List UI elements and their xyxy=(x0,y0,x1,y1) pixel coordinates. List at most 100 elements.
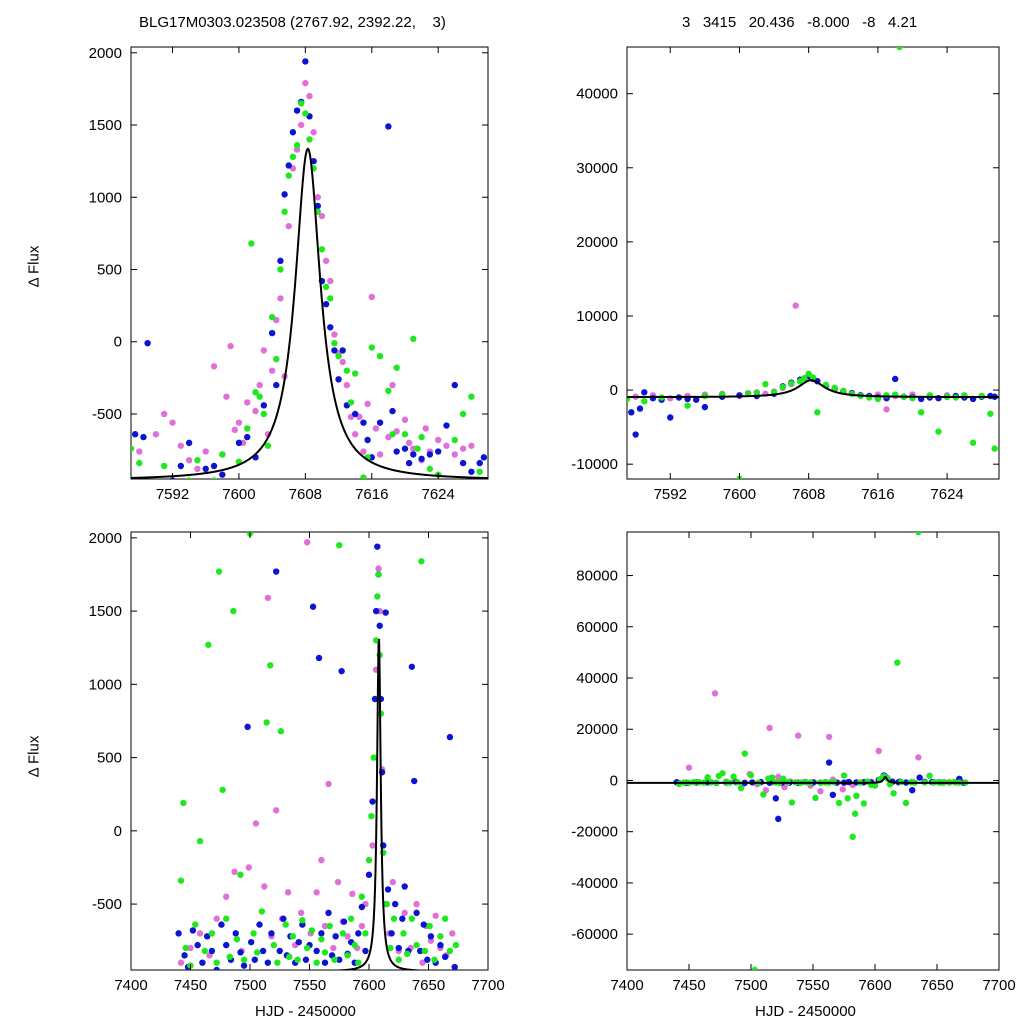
data-point-green xyxy=(219,451,226,458)
data-point-pink xyxy=(187,944,194,952)
data-point-pink xyxy=(268,367,276,374)
data-point-green xyxy=(351,370,359,377)
y-tick-label: 2000 xyxy=(89,45,122,62)
data-point-green xyxy=(277,728,285,735)
data-point-green xyxy=(410,335,417,343)
data-point-blue xyxy=(223,941,230,949)
data-point-green xyxy=(760,791,767,798)
data-point-blue xyxy=(351,410,359,418)
data-point-blue xyxy=(256,921,263,928)
data-point-pink xyxy=(235,419,243,426)
data-point-green xyxy=(344,952,351,959)
plot-frame xyxy=(130,531,489,971)
data-point-blue xyxy=(389,407,396,415)
x-tick-label: 7592 xyxy=(156,486,189,503)
data-point-blue xyxy=(309,603,317,610)
data-point-green xyxy=(370,754,377,761)
data-point-blue xyxy=(371,695,379,703)
data-point-green xyxy=(270,941,277,949)
data-point-blue xyxy=(632,431,639,438)
y-tick-label: 0 xyxy=(610,382,618,399)
data-point-pink xyxy=(252,820,260,827)
data-point-green xyxy=(306,136,313,143)
data-point-pink xyxy=(685,764,693,771)
data-point-blue xyxy=(177,462,185,470)
model-curve xyxy=(627,776,999,784)
data-point-green xyxy=(753,389,760,397)
y-tick-label: 500 xyxy=(97,262,122,279)
data-point-pink xyxy=(213,915,220,922)
data-point-blue xyxy=(408,663,416,670)
data-point-green xyxy=(389,431,396,438)
data-point-pink xyxy=(185,457,193,464)
data-point-green xyxy=(219,786,226,794)
data-point-blue xyxy=(144,339,151,347)
data-point-blue xyxy=(175,930,182,937)
data-point-green xyxy=(365,856,373,864)
data-point-pink xyxy=(344,933,351,940)
data-point-blue xyxy=(131,431,139,438)
data-point-green xyxy=(684,402,691,409)
y-tick-label: 20000 xyxy=(576,721,618,738)
data-point-blue xyxy=(382,609,389,616)
y-tick-label: 500 xyxy=(97,750,122,767)
data-point-pink xyxy=(360,448,367,455)
data-point-blue xyxy=(385,123,392,130)
data-point-green xyxy=(390,915,398,922)
data-point-green xyxy=(441,915,449,922)
data-point-pink xyxy=(223,893,230,900)
data-point-blue xyxy=(418,455,425,462)
data-point-green xyxy=(233,936,241,943)
data-point-green xyxy=(801,375,808,382)
data-point-blue xyxy=(338,667,345,675)
data-point-green xyxy=(347,915,355,922)
y-tick-label: 1500 xyxy=(89,117,122,134)
data-point-pink xyxy=(419,959,426,966)
y-axis-label-top: Δ Flux xyxy=(25,245,43,288)
data-point-blue xyxy=(325,909,332,917)
data-point-blue xyxy=(189,927,197,934)
data-point-green xyxy=(890,790,897,797)
data-point-green xyxy=(374,593,381,600)
data-point-blue xyxy=(203,933,211,940)
data-point-green xyxy=(385,387,392,395)
data-point-green xyxy=(730,773,737,780)
data-point-pink xyxy=(302,79,309,87)
data-point-green xyxy=(421,947,429,955)
data-point-pink xyxy=(443,442,450,449)
data-points xyxy=(131,58,488,479)
data-point-green xyxy=(704,774,711,781)
data-point-green xyxy=(277,266,284,273)
data-point-green xyxy=(335,352,342,360)
data-point-green xyxy=(248,240,255,247)
data-point-blue xyxy=(891,375,899,383)
data-point-blue xyxy=(401,445,409,452)
x-tick-label: 7624 xyxy=(421,486,454,503)
data-point-green xyxy=(362,930,369,937)
data-point-green xyxy=(186,477,192,479)
data-point-pink xyxy=(422,425,429,432)
data-point-green xyxy=(244,425,251,432)
data-point-blue xyxy=(302,58,309,65)
data-point-green xyxy=(250,930,257,937)
data-point-blue xyxy=(140,433,147,441)
data-point-blue xyxy=(369,798,376,805)
data-point-green xyxy=(719,770,726,777)
data-point-green xyxy=(871,782,879,789)
data-point-blue xyxy=(321,959,329,966)
data-point-pink xyxy=(343,381,351,389)
data-point-green xyxy=(294,956,301,963)
data-point-blue xyxy=(376,622,383,629)
data-point-pink xyxy=(432,912,439,919)
data-point-blue xyxy=(293,107,301,114)
data-point-blue xyxy=(268,930,275,937)
data-point-green xyxy=(831,384,838,392)
x-tick-label: 7608 xyxy=(792,486,825,503)
data-point-green xyxy=(268,313,276,321)
chart-bottom-left: 7400 7450 7500 7550 7600 7650 7700 2000 1500 1000… xyxy=(89,530,505,994)
data-point-green xyxy=(779,383,786,391)
data-point-pink xyxy=(327,277,334,285)
data-point-green xyxy=(468,393,475,400)
data-point-blue xyxy=(315,654,323,662)
data-point-green xyxy=(408,915,416,922)
